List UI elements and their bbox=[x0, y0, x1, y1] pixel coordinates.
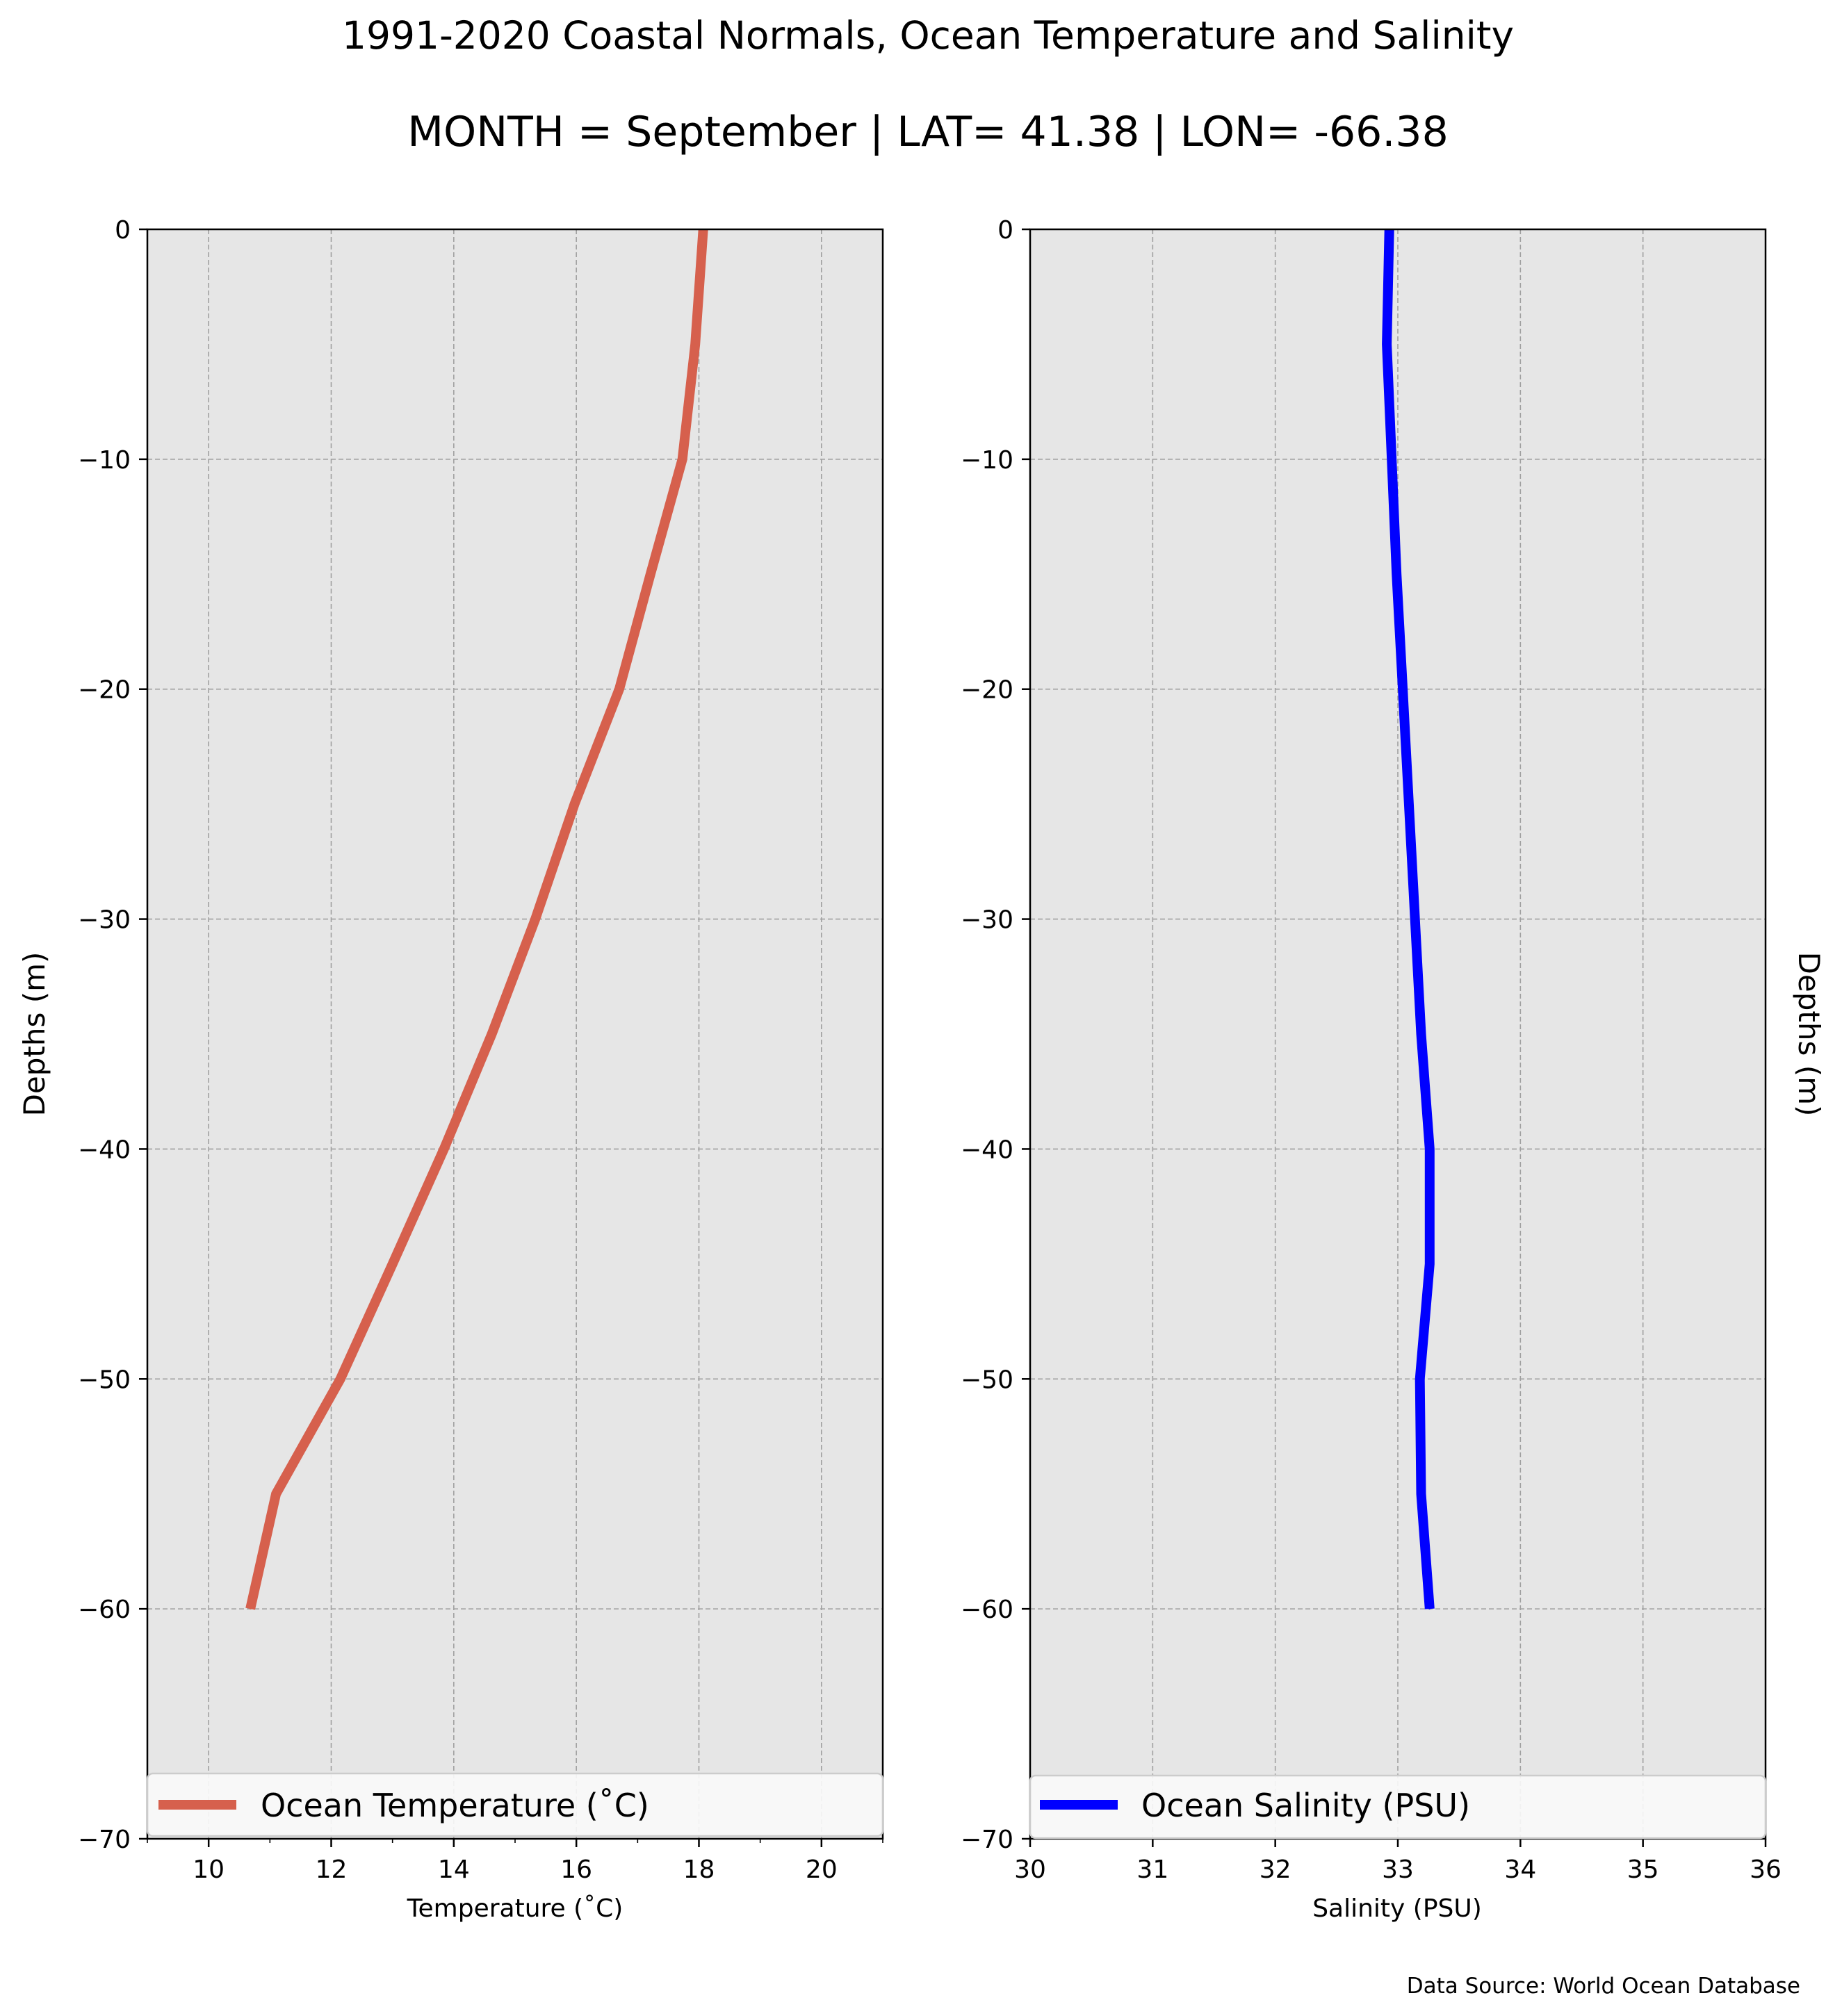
temperature-y-tick-label: −40 bbox=[78, 1136, 131, 1164]
temperature-data-point bbox=[275, 1493, 277, 1495]
salinity-x-axis-label: Salinity (PSU) bbox=[1312, 1894, 1482, 1923]
temperature-y-tick-label: −50 bbox=[78, 1366, 131, 1394]
salinity-y-tick-label: −60 bbox=[961, 1596, 1013, 1624]
temperature-data-point bbox=[681, 458, 683, 460]
temperature-plot-area bbox=[147, 229, 883, 1839]
salinity-x-tick-label: 31 bbox=[1136, 1855, 1168, 1884]
salinity-data-point bbox=[1408, 803, 1410, 805]
temperature-y-tick-label: 0 bbox=[115, 216, 131, 245]
temperature-data-point bbox=[649, 573, 651, 575]
salinity-y-tick-label: 0 bbox=[997, 216, 1013, 245]
salinity-y-tick-label: −70 bbox=[961, 1826, 1013, 1854]
temperature-x-tick-label: 10 bbox=[193, 1855, 225, 1884]
temperature-x-tick-label: 16 bbox=[560, 1855, 592, 1884]
temperature-y-tick-label: −60 bbox=[78, 1596, 131, 1624]
salinity-data-point bbox=[1386, 343, 1388, 345]
salinity-data-point bbox=[1414, 918, 1416, 920]
salinity-data-point bbox=[1419, 1378, 1421, 1380]
salinity-data-point bbox=[1391, 458, 1393, 460]
salinity-y-tick-label: −30 bbox=[961, 906, 1013, 935]
salinity-y-tick-label: −40 bbox=[961, 1136, 1013, 1164]
temperature-data-point bbox=[250, 1608, 252, 1610]
salinity-x-tick-label: 36 bbox=[1750, 1855, 1782, 1884]
data-source-note: Data Source: World Ocean Database bbox=[1407, 1974, 1800, 1999]
temperature-data-point bbox=[443, 1148, 445, 1150]
temperature-y-axis-label: Depths (m) bbox=[17, 952, 51, 1117]
temperature-ticks: 0 −10 −20 −30 −40 −50 −60 −70 10 12 14 16 18 20 bbox=[78, 216, 883, 1884]
salinity-data-point bbox=[1420, 1493, 1422, 1495]
temperature-x-tick-label: 20 bbox=[806, 1855, 838, 1884]
temperature-grid bbox=[147, 229, 883, 1839]
salinity-data-point bbox=[1396, 573, 1398, 575]
temperature-legend-label: Ocean Temperature (˚C) bbox=[261, 1787, 649, 1824]
temperature-y-tick-label: −70 bbox=[78, 1826, 131, 1854]
salinity-data-point bbox=[1428, 1608, 1431, 1610]
temperature-data-point bbox=[535, 918, 537, 920]
salinity-x-tick-label: 32 bbox=[1260, 1855, 1291, 1884]
salinity-grid bbox=[1030, 229, 1766, 1839]
salinity-legend: Ocean Salinity (PSU) bbox=[1029, 1774, 1767, 1839]
salinity-x-tick-label: 34 bbox=[1504, 1855, 1536, 1884]
temperature-legend: Ocean Temperature (˚C) bbox=[146, 1772, 884, 1837]
temperature-data-point bbox=[491, 1033, 493, 1035]
temperature-legend-box bbox=[146, 1772, 884, 1837]
salinity-data-point bbox=[1402, 688, 1404, 690]
temperature-x-tick-label: 18 bbox=[683, 1855, 715, 1884]
temperature-x-tick-label: 14 bbox=[438, 1855, 470, 1884]
temperature-data-point bbox=[694, 343, 696, 345]
salinity-y-tick-label: −50 bbox=[961, 1366, 1013, 1394]
salinity-data-point bbox=[1428, 1148, 1431, 1150]
salinity-y-axis-label: Depths (m) bbox=[1792, 952, 1826, 1117]
salinity-x-tick-label: 35 bbox=[1627, 1855, 1659, 1884]
temperature-data-point bbox=[618, 688, 620, 690]
salinity-legend-box bbox=[1029, 1774, 1767, 1839]
temperature-y-tick-label: −10 bbox=[78, 446, 131, 475]
temperature-data-point bbox=[339, 1378, 341, 1380]
temperature-series bbox=[245, 229, 708, 1610]
temperature-x-tick-label: 12 bbox=[316, 1855, 348, 1884]
temperature-y-tick-label: −30 bbox=[78, 906, 131, 935]
temperature-panel: 0 −10 −20 −30 −40 −50 −60 −70 10 12 14 16 18 20 Ocean… bbox=[17, 216, 884, 1923]
salinity-legend-label: Ocean Salinity (PSU) bbox=[1141, 1787, 1470, 1824]
temperature-y-tick-label: −20 bbox=[78, 676, 131, 705]
salinity-y-tick-label: −10 bbox=[961, 446, 1013, 475]
figure-title: 1991-2020 Coastal Normals, Ocean Tempera… bbox=[342, 13, 1514, 58]
salinity-x-tick-label: 30 bbox=[1014, 1855, 1046, 1884]
salinity-data-point bbox=[1428, 1263, 1431, 1265]
temperature-data-point bbox=[573, 803, 576, 805]
temperature-x-axis-label: Temperature (˚C) bbox=[407, 1894, 623, 1923]
salinity-x-tick-label: 33 bbox=[1382, 1855, 1414, 1884]
figure-subtitle: MONTH = September | LAT= 41.38 | LON= -6… bbox=[407, 108, 1449, 156]
salinity-y-tick-label: −20 bbox=[961, 676, 1013, 705]
salinity-data-point bbox=[1420, 1033, 1422, 1035]
temperature-data-point bbox=[391, 1263, 393, 1265]
